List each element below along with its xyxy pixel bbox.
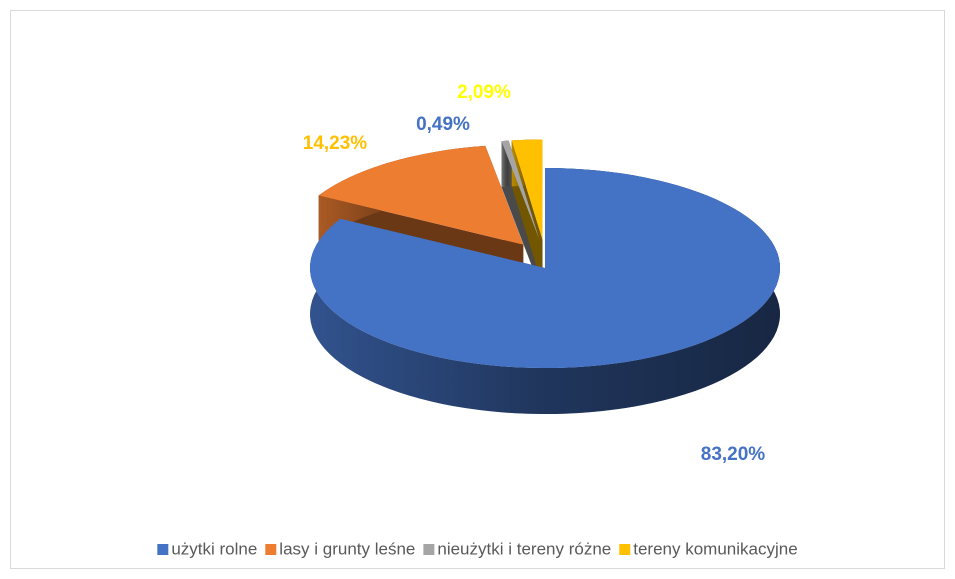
data-label: 14,23%	[303, 133, 368, 154]
slice	[511, 139, 543, 240]
data-labels: 83,20% 14,23% 0,49% 2,09%	[303, 82, 766, 465]
slice	[501, 140, 540, 240]
slice	[318, 145, 524, 245]
legend-label: użytki rolne	[171, 539, 257, 558]
legend-marker	[619, 544, 631, 555]
legend-marker	[423, 544, 435, 555]
legend-item: użytki rolne	[157, 539, 257, 558]
legend-label: tereny komunikacyjne	[633, 539, 797, 558]
legend-item: lasy i grunty leśne	[265, 539, 415, 558]
data-label: 2,09%	[457, 82, 511, 103]
legend-marker	[265, 544, 277, 555]
legend-label: lasy i grunty leśne	[279, 539, 415, 558]
legend-item: nieużytki i tereny różne	[423, 539, 611, 558]
pie-tops	[310, 139, 781, 368]
legend: użytki rolne lasy i grunty leśne nieużytki…	[157, 539, 798, 558]
legend-marker	[157, 544, 169, 555]
legend-item: tereny komunikacyjne	[619, 539, 798, 558]
slice	[310, 168, 781, 368]
data-label: 83,20%	[701, 444, 766, 465]
legend-label: nieużytki i tereny różne	[437, 539, 611, 558]
data-label: 0,49%	[416, 114, 470, 135]
